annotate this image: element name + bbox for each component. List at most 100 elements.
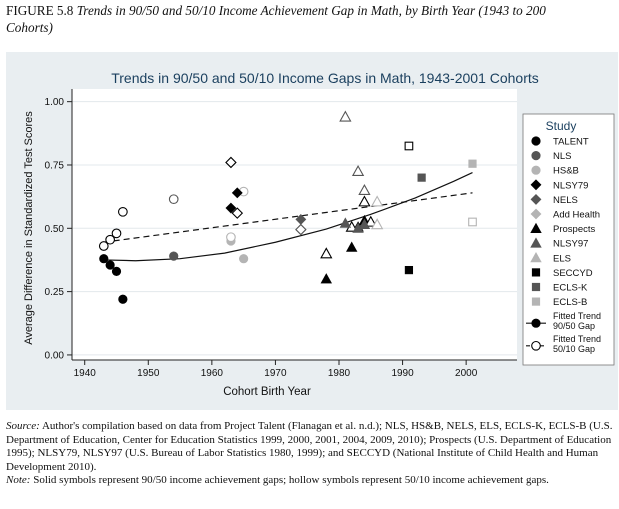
x-tick-label: 1960 (201, 368, 224, 379)
legend-entry-nls-marker (531, 150, 541, 161)
data-point-nlsy97-90-50 (358, 218, 371, 229)
axis-layer: 0.00 0.25 0.50 0.75 1.00 1940 1950 1960 1970 1980… (45, 89, 517, 379)
data-point-nlsy79-50-10 (225, 156, 237, 169)
data-point-prospects-90-50 (346, 241, 358, 252)
legend-entry-nls: NLS (531, 150, 571, 162)
data-point-nlsy97-90-50 (339, 217, 352, 228)
legend-entry-hs-b-label: HS&B (553, 166, 579, 177)
x-tick-label: 1980 (328, 368, 351, 379)
data-point-nlsy79-90-50 (231, 187, 243, 199)
legend-entry-nels: NELS (530, 193, 578, 206)
data-point-talent-90-50 (99, 254, 109, 264)
data-point-prospects-50-10 (320, 247, 333, 259)
legend-entry-nlsy97-marker (530, 237, 542, 248)
figure-label: FIGURE 5.8 (6, 3, 74, 18)
data-point-ecls-k-90-50 (417, 173, 426, 182)
legend-entry-talent-marker (531, 136, 541, 146)
legend-entry-ecls-b-label: ECLS-B (553, 297, 587, 308)
legend-entry-hs-b: HS&B (531, 165, 579, 177)
legend-entry-ecls-k-label: ECLS-K (553, 283, 588, 294)
legend-entry-add-health-marker (530, 208, 542, 220)
x-tick-label: 1990 (391, 368, 414, 379)
note-text: Solid symbols represent 90/50 income ach… (30, 474, 549, 487)
legend-entry-nlsy97-label: NLSY97 (553, 239, 588, 250)
data-point-nlsy79-50-10 (231, 207, 244, 219)
legend-entry-fitted-trend-90-50-gap-label-line1: Fitted Trend (553, 311, 601, 321)
chart-svg: 0.00 0.25 0.50 0.75 1.00 1940 1950 1960 1970 1980… (6, 52, 618, 410)
data-point-prospects-50-10 (364, 215, 377, 227)
data-point-talent-90-50 (105, 260, 115, 270)
y-tick-label: 0.25 (45, 287, 65, 298)
data-point-nlsy79-90-50 (225, 202, 237, 214)
legend-entry-nls-label: NLS (553, 151, 571, 162)
legend-title: Study (546, 119, 577, 133)
x-axis-label: Cohort Birth Year (223, 386, 311, 398)
trend-line-fitted-trend-90-50-gap (103, 172, 473, 262)
note-label: Note: (6, 474, 31, 487)
legend-entry-nels-label: NELS (553, 195, 578, 206)
legend-entry-fitted-trend-90-50-gap-label-line2: 90/50 Gap (553, 321, 595, 331)
legend-entry-seccyd-label: SECCYD (553, 268, 593, 279)
legend-entry-add-health: Add Health (530, 208, 600, 221)
data-point-hs-b-90-50 (239, 254, 249, 264)
legend-entry-nlsy79-label: NLSY79 (553, 180, 588, 191)
y-tick-label: 0.00 (45, 350, 65, 361)
legend-entry-ecls-k-marker (531, 282, 541, 292)
symbol-note: Note: Solid symbols represent 90/50 inco… (6, 474, 614, 488)
legend-entry-nels-marker (530, 193, 542, 205)
data-point-nlsy97-50-10 (339, 110, 352, 122)
plot-area (72, 89, 517, 360)
legend-entry-ecls-k: ECLS-K (531, 282, 588, 294)
figure-notes: Source: Author's compilation based on da… (6, 420, 614, 488)
data-point-els-50-10 (371, 195, 384, 207)
legend-entry-nlsy79-marker (530, 179, 542, 191)
data-point-nlsy97-50-10 (358, 183, 371, 196)
data-point-prospects-90-50 (320, 273, 332, 284)
legend-entries: TALENT NLS HS&B NLSY79 NELS Add Health Prospec… (526, 136, 601, 354)
chart-container: 0.00 0.25 0.50 0.75 1.00 1940 1950 1960 1970 1980… (6, 52, 618, 410)
x-tick-label: 2000 (455, 368, 478, 379)
legend-entry-els: ELS (530, 251, 571, 264)
y-axis-label: Average Difference in Standardized Test … (23, 111, 35, 345)
legend-entry-talent: TALENT (531, 136, 589, 148)
legend-entry-nlsy79: NLSY79 (530, 179, 588, 191)
data-point-seccyd-50-10 (404, 141, 414, 151)
point-layer (98, 110, 477, 304)
y-tick-label: 0.75 (45, 160, 65, 171)
source-note: Source: Author's compilation based on da… (6, 420, 614, 474)
legend-entry-seccyd: SECCYD (531, 268, 593, 279)
source-text: Author's compilation based on data from … (6, 420, 613, 473)
data-point-nls-50-10 (168, 194, 179, 205)
data-point-nlsy97-50-10 (351, 164, 365, 177)
data-point-hs-b-50-10 (226, 232, 236, 243)
legend-entry-ecls-b-marker (531, 297, 541, 306)
y-tick-label: 1.00 (45, 97, 65, 108)
data-point-nls-90-50 (169, 251, 179, 261)
legend-entry-fitted-trend-50-10-gap-marker (531, 340, 541, 351)
trend-layer (103, 172, 473, 262)
legend-entry-fitted-trend-90-50-gap-marker (531, 318, 541, 328)
legend-entry-fitted-trend-50-10-gap-label-line1: Fitted Trend (553, 334, 601, 344)
data-point-talent-50-10 (118, 206, 128, 217)
data-point-talent-50-10 (111, 228, 122, 239)
data-point-talent-90-50 (118, 294, 128, 304)
data-point-ecls-b-90-50 (468, 159, 477, 168)
data-point-prospects-50-10 (358, 195, 371, 207)
y-tick-label: 0.50 (45, 224, 65, 235)
figure-title-text: Trends in 90/50 and 50/10 Income Achieve… (76, 3, 546, 18)
grid-layer (72, 101, 517, 356)
legend-entry-seccyd-marker (531, 268, 541, 277)
data-point-ecls-b-50-10 (468, 217, 477, 227)
data-point-els-50-10 (371, 218, 384, 230)
data-point-talent-50-10 (105, 234, 115, 245)
figure-title: FIGURE 5.8 Trends in 90/50 and 50/10 Inc… (6, 3, 618, 36)
figure-title-continuation: Cohorts) (6, 19, 53, 35)
trend-line-fitted-trend-50-10-gap (103, 192, 473, 243)
legend-entry-prospects: Prospects (530, 222, 595, 235)
chart-title: Trends in 90/50 and 50/10 Income Gaps in… (111, 70, 539, 86)
legend-entry-add-health-label: Add Health (553, 210, 600, 221)
data-point-talent-50-10 (98, 241, 109, 251)
data-point-nels-50-10 (295, 223, 307, 236)
legend-entry-prospects-marker (530, 222, 542, 234)
